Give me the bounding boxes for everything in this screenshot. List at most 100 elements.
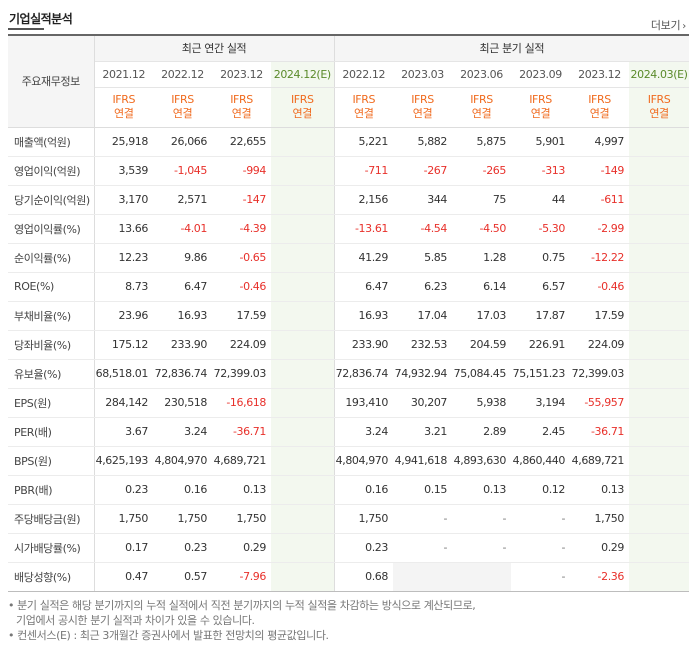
- value-cell: 0.16: [334, 475, 394, 505]
- value-cell: [629, 127, 690, 157]
- value-cell: [271, 387, 335, 418]
- row-label: EPS(원): [8, 387, 95, 418]
- chevron-right-icon: ›: [682, 21, 686, 32]
- value-cell: [629, 533, 690, 563]
- value-cell: 9.86: [153, 243, 212, 273]
- value-cell: 1,750: [212, 503, 271, 534]
- value-cell: 68,518.01: [94, 359, 153, 389]
- value-cell: [629, 213, 690, 244]
- value-cell: 0.57: [153, 562, 212, 592]
- value-cell: [271, 417, 335, 447]
- value-cell: 0.13: [212, 475, 271, 505]
- value-cell: 4,860,440: [511, 446, 571, 476]
- period-header: 2024.12(E): [271, 61, 335, 88]
- value-cell: 0.12: [511, 475, 571, 505]
- value-cell: 17.87: [511, 300, 571, 331]
- value-cell: 0.68: [334, 562, 394, 592]
- value-cell: 44: [511, 185, 571, 215]
- row-label: ROE(%): [8, 272, 95, 302]
- value-cell: 0.29: [570, 533, 630, 563]
- value-cell: 75,151.23: [511, 359, 571, 389]
- table-row: PBR(배) 0.23 0.16 0.13 0.16 0.15 0.13 0.12 0.13: [8, 475, 690, 505]
- value-cell: 4,689,721: [570, 446, 630, 476]
- value-cell: -267: [393, 156, 453, 186]
- value-cell: -147: [212, 185, 271, 215]
- value-cell: 25,918: [94, 127, 153, 157]
- value-cell: 4,941,618: [393, 446, 453, 476]
- row-label: 당기순이익(억원): [8, 185, 95, 215]
- financial-table: 주요재무정보 최근 연간 실적 최근 분기 실적 2021.12 2022.12 2…: [8, 34, 690, 592]
- value-cell: 193,410: [334, 387, 394, 418]
- value-cell: [629, 446, 690, 476]
- value-cell: -4.01: [153, 213, 212, 244]
- value-cell: -313: [511, 156, 571, 186]
- ifrs-consolidated: 연결: [292, 107, 313, 120]
- table-row: 유보율(%) 68,518.01 72,836.74 72,399.03 72,836.…: [8, 359, 690, 389]
- value-cell: -149: [570, 156, 630, 186]
- value-cell: 72,399.03: [570, 359, 630, 389]
- row-label: BPS(원): [8, 446, 95, 476]
- value-cell: [271, 243, 335, 273]
- row-label: PER(배): [8, 417, 95, 447]
- value-cell: [271, 300, 335, 331]
- row-label: 유보율(%): [8, 359, 95, 389]
- ifrs-consolidated: 연결: [471, 107, 492, 120]
- value-cell: -: [511, 533, 571, 563]
- metric-column-header: 주요재무정보: [8, 34, 95, 128]
- value-cell: [629, 417, 690, 447]
- ifrs-consolidated: 연결: [114, 107, 134, 120]
- period-header: 2023.12: [212, 61, 271, 88]
- value-cell: 175.12: [94, 330, 153, 360]
- value-cell: 17.03: [452, 300, 512, 331]
- value-cell: [629, 272, 690, 302]
- value-cell: 1,750: [94, 503, 153, 534]
- value-cell: [629, 359, 690, 389]
- value-cell: 4,804,970: [153, 446, 212, 476]
- table-row: 영업이익률(%) 13.66 -4.01 -4.39 -13.61 -4.54 -4.50-…: [8, 213, 690, 244]
- more-label: 더보기: [650, 19, 681, 32]
- value-cell: 6.47: [153, 272, 212, 302]
- value-cell: [629, 156, 690, 186]
- value-cell: -55,957: [570, 387, 630, 418]
- ifrs-standard: IFRS: [290, 93, 314, 106]
- ifrs-label: IFRS 연결: [452, 87, 512, 128]
- value-cell: -2.36: [570, 562, 630, 592]
- value-cell: -: [393, 533, 453, 563]
- value-cell: -0.46: [570, 272, 630, 302]
- value-cell: 13.66: [94, 213, 153, 244]
- value-cell: 75,084.45: [452, 359, 512, 389]
- row-label: 매출액(억원): [8, 127, 95, 157]
- ifrs-consolidated: 연결: [589, 107, 610, 120]
- ifrs-label: IFRS 연결: [334, 87, 394, 128]
- ifrs-label: IFRS 연결: [212, 87, 271, 128]
- value-cell: -4.50: [452, 213, 512, 244]
- ifrs-label: IFRS 연결: [570, 87, 630, 128]
- value-cell: 75: [452, 185, 512, 215]
- value-cell: -611: [570, 185, 630, 215]
- value-cell: 6.23: [393, 272, 453, 302]
- period-header: 2023.12: [570, 61, 630, 88]
- value-cell: [629, 243, 690, 273]
- row-label: 배당성향(%): [8, 562, 95, 592]
- section-title: 기업실적분석: [9, 12, 73, 26]
- value-cell: 233.90: [153, 330, 212, 360]
- value-cell: 0.75: [511, 243, 571, 273]
- value-cell: [271, 330, 335, 360]
- value-cell: 2,571: [153, 185, 212, 215]
- footnote-quarterly-cont: 기업에서 공시한 분기 실적과 차이가 있을 수 있습니다.: [16, 614, 255, 627]
- value-cell: 4,997: [570, 127, 630, 157]
- ifrs-standard: IFRS: [647, 93, 671, 106]
- value-cell: 2,156: [334, 185, 394, 215]
- value-cell: [271, 272, 335, 302]
- ifrs-label: IFRS 연결: [94, 87, 153, 128]
- value-cell: 226.91: [511, 330, 571, 360]
- value-cell: 41.29: [334, 243, 394, 273]
- value-cell: -: [511, 503, 571, 534]
- value-cell: -: [452, 533, 512, 563]
- period-header: 2022.12: [334, 61, 394, 88]
- value-cell: -16,618: [212, 387, 271, 418]
- period-header: 2021.12: [94, 61, 153, 88]
- value-cell: 224.09: [212, 330, 271, 360]
- value-cell: -: [511, 562, 571, 592]
- more-link[interactable]: 더보기 ›: [651, 17, 686, 33]
